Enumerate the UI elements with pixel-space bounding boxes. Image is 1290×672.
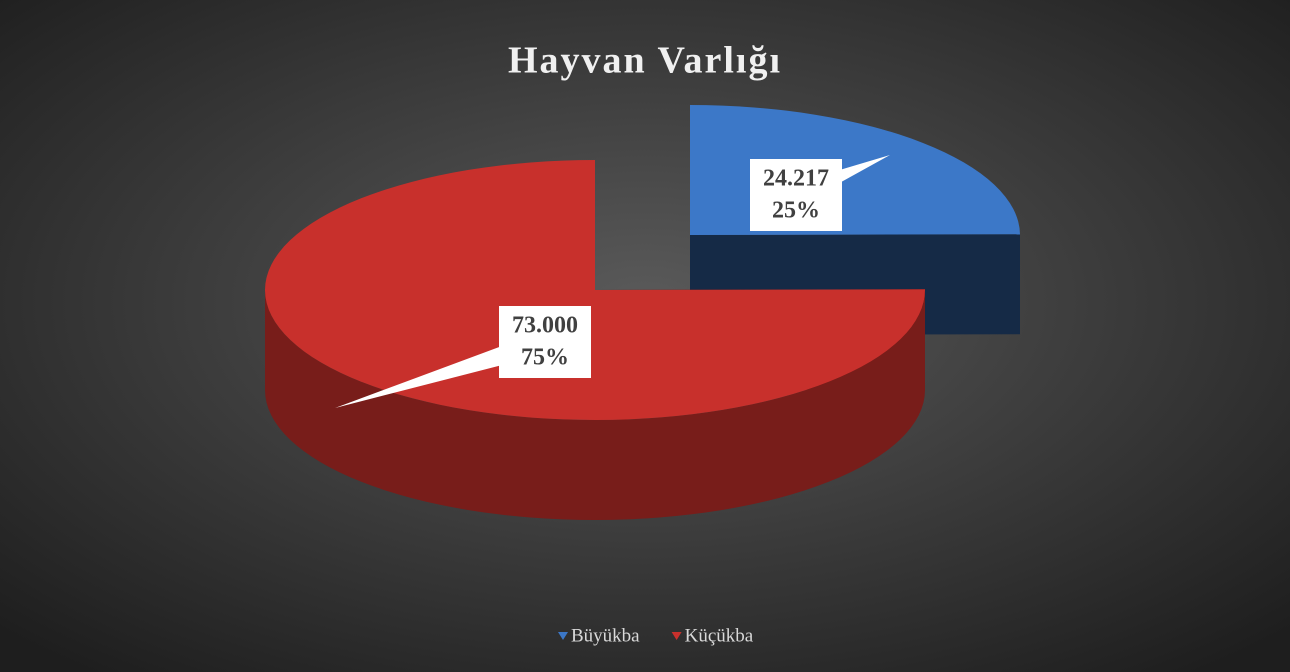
data-label: 24.217 [763, 166, 829, 192]
data-label: 73.000 [512, 313, 578, 339]
plot: 24.217 25% 73.000 75% [265, 105, 1020, 520]
callout-pointer [335, 330, 545, 408]
chart-title: Hayvan Varlığı [508, 40, 782, 82]
slice-wall [265, 290, 925, 520]
data-label-box [750, 159, 842, 231]
data-label: 75% [521, 345, 569, 371]
data-label: 25% [772, 198, 820, 224]
legend: Büyükba Küçükba [558, 625, 754, 646]
data-label-box [499, 306, 591, 378]
slice [265, 160, 925, 420]
legend-marker [558, 632, 568, 640]
legend-marker [671, 632, 682, 640]
legend-label: Büyükba [571, 625, 640, 646]
legend-label: Küçükba [685, 625, 754, 646]
